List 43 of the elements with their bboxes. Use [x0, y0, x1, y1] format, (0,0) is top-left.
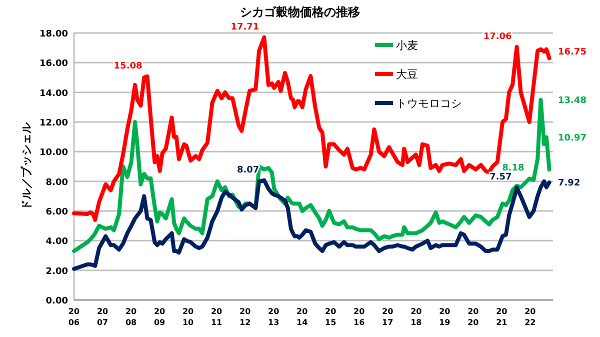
x-tick-label: 20 19: [439, 307, 451, 327]
annotation: 10.97: [558, 133, 586, 144]
x-tick-label: 20 21: [496, 307, 508, 327]
x-tick-label: 20 07: [96, 307, 109, 327]
x-tick-label: 20 14: [296, 307, 308, 327]
annotation: 8.18: [502, 164, 524, 174]
y-tick-label: 2.00: [46, 266, 68, 277]
annotation: 17.06: [483, 32, 512, 42]
annotation: 17.71: [230, 22, 260, 32]
annotation: 15.08: [114, 61, 142, 72]
line-series: [72, 178, 552, 271]
annotation: 13.48: [558, 96, 586, 106]
y-tick-label: 12.00: [40, 118, 68, 128]
y-tick-label: 16.00: [40, 59, 68, 70]
y-tick-label: 8.00: [46, 178, 68, 188]
annotation: 16.75: [558, 48, 586, 58]
x-tick-label: 20 16: [354, 307, 366, 327]
y-tick-label: 14.00: [40, 88, 68, 99]
y-tick-label: 6.00: [46, 208, 68, 218]
legend-label: トウモロコシ: [396, 97, 462, 110]
x-tick-label: 20 22: [524, 307, 536, 327]
x-tick-label: 20 09: [154, 307, 166, 327]
x-tick-label: 20 08: [125, 307, 138, 327]
legend-label: 小麦: [396, 39, 418, 52]
line-series: [72, 98, 552, 254]
x-tick-label: 20 12: [240, 307, 252, 327]
y-tick-label: 4.00: [46, 237, 68, 248]
x-tick-label: 20 13: [268, 307, 280, 327]
y-tick-label: 10.00: [40, 148, 68, 158]
y-tick-label: 0.00: [46, 296, 68, 306]
x-tick-label: 20 10: [182, 307, 194, 327]
legend-label: 大豆: [396, 68, 418, 81]
annotation: 7.57: [490, 172, 512, 183]
annotation: 7.92: [558, 178, 580, 189]
x-tick-label: 20 18: [410, 307, 422, 327]
chart-title: シカゴ穀物価格の推移: [240, 5, 360, 19]
x-tick-label: 20 11: [210, 307, 223, 327]
x-tick-label: 20 15: [325, 307, 337, 327]
x-tick-label: 20 06: [68, 307, 80, 327]
y-tick-label: 18.00: [40, 30, 68, 40]
x-tick-label: 20 20: [468, 307, 480, 327]
x-tick-label: 20 17: [382, 307, 394, 327]
y-axis-title: ドル／ブッシェル: [20, 122, 33, 210]
